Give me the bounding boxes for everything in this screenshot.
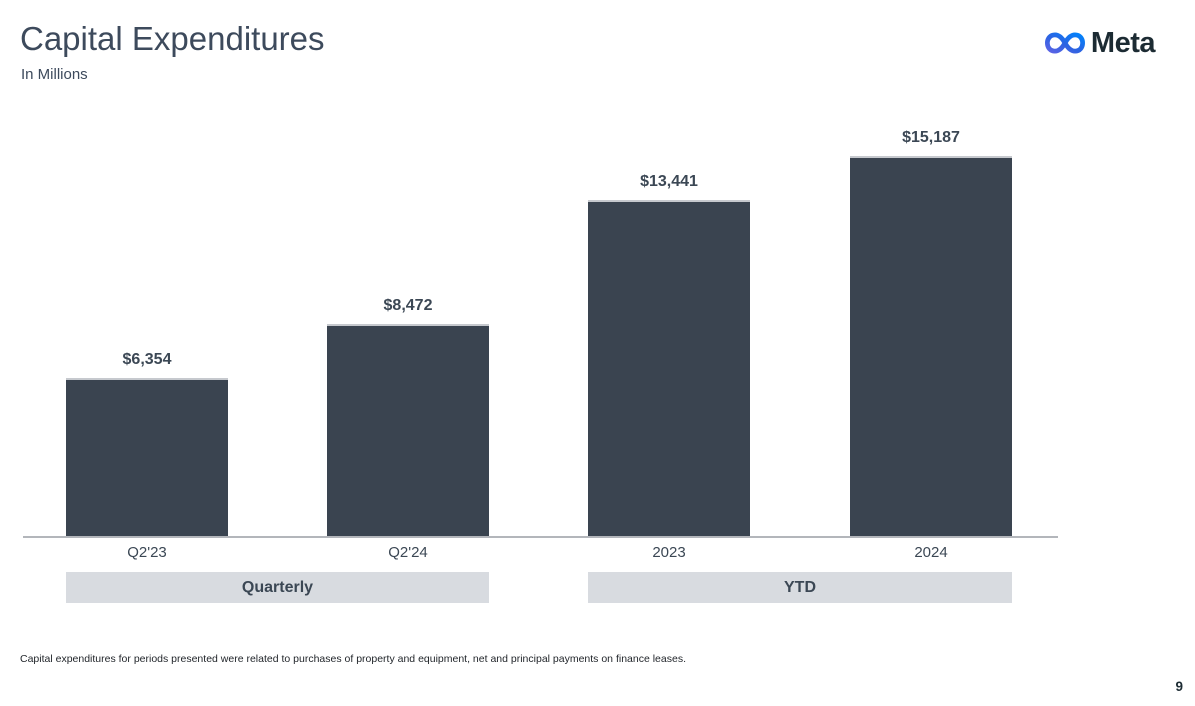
bar-Q2'23 bbox=[66, 378, 228, 537]
group-band-quarterly: Quarterly bbox=[66, 572, 489, 603]
x-label-2024: 2024 bbox=[914, 544, 948, 561]
meta-wordmark: Meta bbox=[1090, 27, 1156, 59]
page-title: Capital Expenditures bbox=[20, 20, 325, 57]
x-axis-line bbox=[23, 536, 1058, 538]
value-label-2023: $13,441 bbox=[640, 173, 698, 190]
group-band-ytd: YTD bbox=[588, 572, 1012, 603]
bar-2023 bbox=[588, 200, 750, 537]
x-label-2023: 2023 bbox=[652, 544, 686, 561]
bar-2024 bbox=[850, 156, 1012, 537]
value-label-Q2'23: $6,354 bbox=[122, 351, 172, 368]
page-number: 9 bbox=[1175, 679, 1183, 694]
meta-infinity-icon bbox=[1044, 30, 1085, 56]
x-label-Q2'24: Q2'24 bbox=[388, 544, 428, 561]
x-label-Q2'23: Q2'23 bbox=[127, 544, 167, 561]
footnote: Capital expenditures for periods present… bbox=[20, 653, 686, 665]
value-label-2024: $15,187 bbox=[902, 129, 960, 146]
value-label-Q2'24: $8,472 bbox=[383, 297, 433, 314]
page-subtitle: In Millions bbox=[21, 66, 88, 83]
bar-Q2'24 bbox=[327, 324, 489, 537]
meta-logo: Meta bbox=[1044, 27, 1156, 59]
